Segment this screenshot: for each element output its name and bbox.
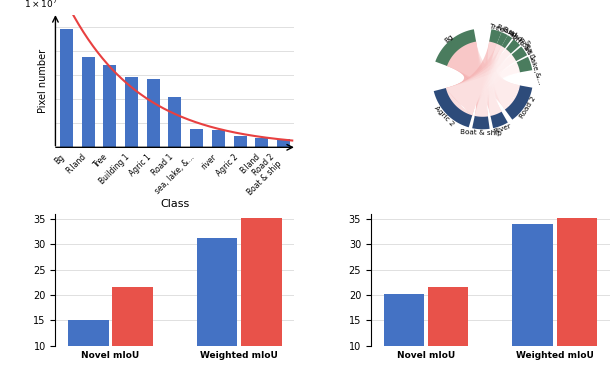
Polygon shape: [445, 48, 511, 116]
Polygon shape: [488, 45, 506, 117]
Polygon shape: [486, 41, 502, 117]
Polygon shape: [494, 48, 521, 110]
Polygon shape: [492, 43, 521, 110]
Text: Agric 1: Agric 1: [508, 29, 530, 51]
Text: Road 2: Road 2: [519, 95, 537, 119]
Bar: [103, 65, 116, 147]
Polygon shape: [474, 54, 517, 118]
Polygon shape: [446, 41, 521, 110]
Bar: [255, 138, 269, 147]
Polygon shape: [488, 48, 511, 117]
Polygon shape: [474, 43, 502, 118]
Polygon shape: [445, 62, 521, 116]
Bar: [190, 129, 203, 147]
Text: B.land: B.land: [500, 26, 522, 43]
Polygon shape: [488, 43, 502, 117]
Text: Boat & ship: Boat & ship: [460, 129, 501, 137]
Bar: [81, 57, 94, 147]
Polygon shape: [496, 62, 521, 110]
Text: Tree: Tree: [489, 23, 505, 33]
Bar: [212, 131, 225, 147]
Polygon shape: [446, 41, 488, 118]
Polygon shape: [495, 54, 521, 110]
Polygon shape: [489, 54, 517, 117]
Bar: [197, 238, 237, 372]
Polygon shape: [445, 45, 506, 116]
Bar: [125, 77, 138, 147]
Polygon shape: [446, 41, 502, 117]
Polygon shape: [445, 41, 479, 116]
Polygon shape: [489, 62, 521, 117]
Bar: [147, 79, 160, 147]
Y-axis label: Pixel number: Pixel number: [38, 49, 48, 113]
Bar: [241, 218, 282, 372]
Text: Road 1: Road 1: [517, 37, 536, 61]
Polygon shape: [445, 54, 517, 116]
Polygon shape: [474, 48, 511, 118]
Text: River: River: [492, 123, 512, 135]
Bar: [428, 288, 468, 372]
Polygon shape: [488, 41, 521, 110]
Text: $1 \times 10^7$: $1 \times 10^7$: [25, 0, 58, 10]
X-axis label: Class: Class: [160, 199, 190, 209]
Bar: [113, 288, 153, 372]
Text: Bg: Bg: [443, 33, 454, 44]
Bar: [60, 29, 73, 147]
Text: R.land: R.land: [495, 24, 517, 39]
Bar: [277, 139, 290, 147]
Bar: [168, 97, 182, 147]
Polygon shape: [474, 45, 506, 118]
Polygon shape: [445, 41, 497, 116]
Text: Sea,Lake,&...: Sea,Lake,&...: [523, 39, 543, 86]
Bar: [556, 218, 597, 372]
Polygon shape: [445, 43, 502, 116]
Polygon shape: [474, 41, 497, 118]
Bar: [384, 294, 424, 372]
Bar: [513, 224, 553, 372]
Polygon shape: [493, 45, 521, 110]
Bar: [68, 321, 109, 372]
Text: Agric 2: Agric 2: [433, 105, 455, 128]
Bar: [233, 137, 246, 147]
Polygon shape: [474, 62, 521, 118]
